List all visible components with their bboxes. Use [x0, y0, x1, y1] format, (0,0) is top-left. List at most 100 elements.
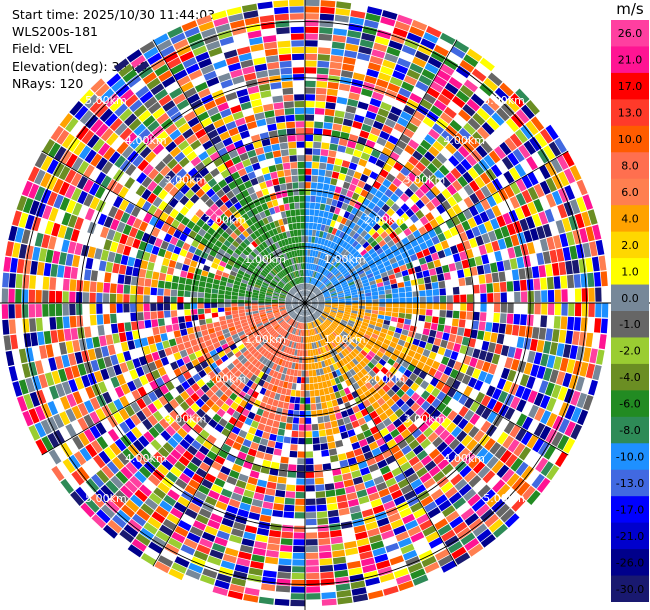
velocity-gate: [375, 159, 386, 169]
velocity-gate: [311, 305, 317, 309]
velocity-gate: [293, 410, 300, 417]
velocity-gate: [168, 259, 177, 268]
velocity-gate: [306, 316, 309, 323]
velocity-gate: [316, 403, 322, 410]
velocity-gate: [211, 298, 218, 303]
velocity-gate: [439, 295, 447, 303]
velocity-gate: [243, 340, 251, 347]
velocity-gate: [283, 314, 289, 319]
velocity-gate: [339, 256, 345, 263]
velocity-gate: [247, 254, 255, 261]
velocity-gate: [337, 596, 353, 605]
velocity-gate: [279, 183, 287, 191]
velocity-gate: [299, 249, 303, 256]
velocity-gate: [186, 134, 198, 145]
velocity-gate: [299, 350, 303, 357]
velocity-gate: [293, 305, 299, 309]
velocity-gate: [371, 333, 379, 340]
velocity-gate: [378, 72, 391, 82]
velocity-gate: [113, 398, 124, 411]
velocity-gate: [166, 454, 178, 466]
velocity-gate: [243, 531, 256, 541]
velocity-gate: [25, 377, 36, 393]
velocity-gate: [481, 340, 490, 351]
velocity-gate: [111, 78, 126, 93]
velocity-gate: [376, 437, 386, 447]
velocity-gate: [281, 289, 288, 294]
velocity-gate: [323, 261, 329, 268]
velocity-gate: [322, 331, 327, 338]
velocity-gate: [499, 141, 512, 156]
velocity-gate: [303, 336, 305, 343]
velocity-gate: [433, 259, 442, 268]
velocity-gate: [48, 207, 59, 222]
velocity-gate: [318, 266, 323, 273]
velocity-gate: [318, 299, 325, 302]
velocity-gate: [267, 440, 276, 448]
velocity-gate: [468, 456, 481, 469]
velocity-gate: [348, 498, 359, 507]
velocity-gate: [318, 423, 325, 430]
velocity-gate: [194, 161, 206, 172]
velocity-gate: [451, 379, 461, 390]
velocity-gate: [329, 61, 342, 70]
velocity-gate: [392, 249, 401, 257]
velocity-gate: [281, 322, 287, 328]
velocity-gate: [324, 297, 331, 300]
velocity-gate: [295, 209, 300, 216]
velocity-gate: [153, 487, 166, 500]
velocity-gate: [385, 293, 392, 299]
velocity-gate: [235, 479, 247, 489]
velocity-gate: [424, 222, 433, 232]
velocity-gate: [413, 245, 422, 254]
velocity-gate: [398, 352, 407, 360]
velocity-gate: [309, 284, 312, 291]
velocity-gate: [336, 263, 343, 270]
velocity-gate: [337, 310, 344, 314]
velocity-gate: [151, 369, 161, 380]
velocity-gate: [173, 69, 188, 81]
velocity-gate: [126, 49, 143, 63]
velocity-gate: [510, 93, 525, 108]
velocity-gate: [214, 579, 230, 590]
velocity-gate: [307, 256, 310, 263]
velocity-gate: [365, 577, 380, 587]
velocity-gate: [317, 54, 330, 61]
velocity-gate: [106, 366, 116, 378]
velocity-gate: [35, 439, 48, 455]
velocity-gate: [364, 373, 373, 381]
velocity-gate: [107, 344, 116, 356]
velocity-gate: [348, 162, 358, 171]
velocity-gate: [262, 217, 269, 225]
velocity-gate: [204, 100, 217, 111]
velocity-gate: [186, 347, 194, 355]
velocity-gate: [322, 381, 328, 389]
velocity-gate: [309, 308, 314, 313]
velocity-gate: [155, 342, 164, 351]
velocity-gate: [354, 201, 362, 210]
velocity-gate: [198, 134, 210, 145]
velocity-gate: [248, 263, 256, 270]
velocity-gate: [256, 334, 263, 341]
velocity-gate: [317, 294, 323, 298]
velocity-gate: [307, 249, 311, 256]
velocity-gate: [260, 288, 267, 293]
velocity-gate: [279, 394, 286, 402]
velocity-gate: [205, 218, 215, 227]
velocity-gate: [256, 322, 263, 328]
velocity-gate: [376, 227, 385, 235]
velocity-gate: [452, 204, 462, 215]
velocity-gate: [170, 421, 181, 432]
velocity-gate: [305, 363, 309, 370]
velocity-gate: [392, 293, 399, 298]
velocity-gate: [518, 268, 526, 280]
velocity-gate: [384, 284, 391, 290]
velocity-gate: [157, 280, 165, 289]
velocity-gate: [451, 426, 462, 438]
velocity-gate: [353, 524, 366, 534]
velocity-gate: [211, 543, 226, 553]
velocity-gate: [377, 263, 385, 270]
velocity-gate: [370, 540, 385, 550]
velocity-gate: [327, 316, 334, 321]
velocity-gate: [484, 242, 494, 254]
